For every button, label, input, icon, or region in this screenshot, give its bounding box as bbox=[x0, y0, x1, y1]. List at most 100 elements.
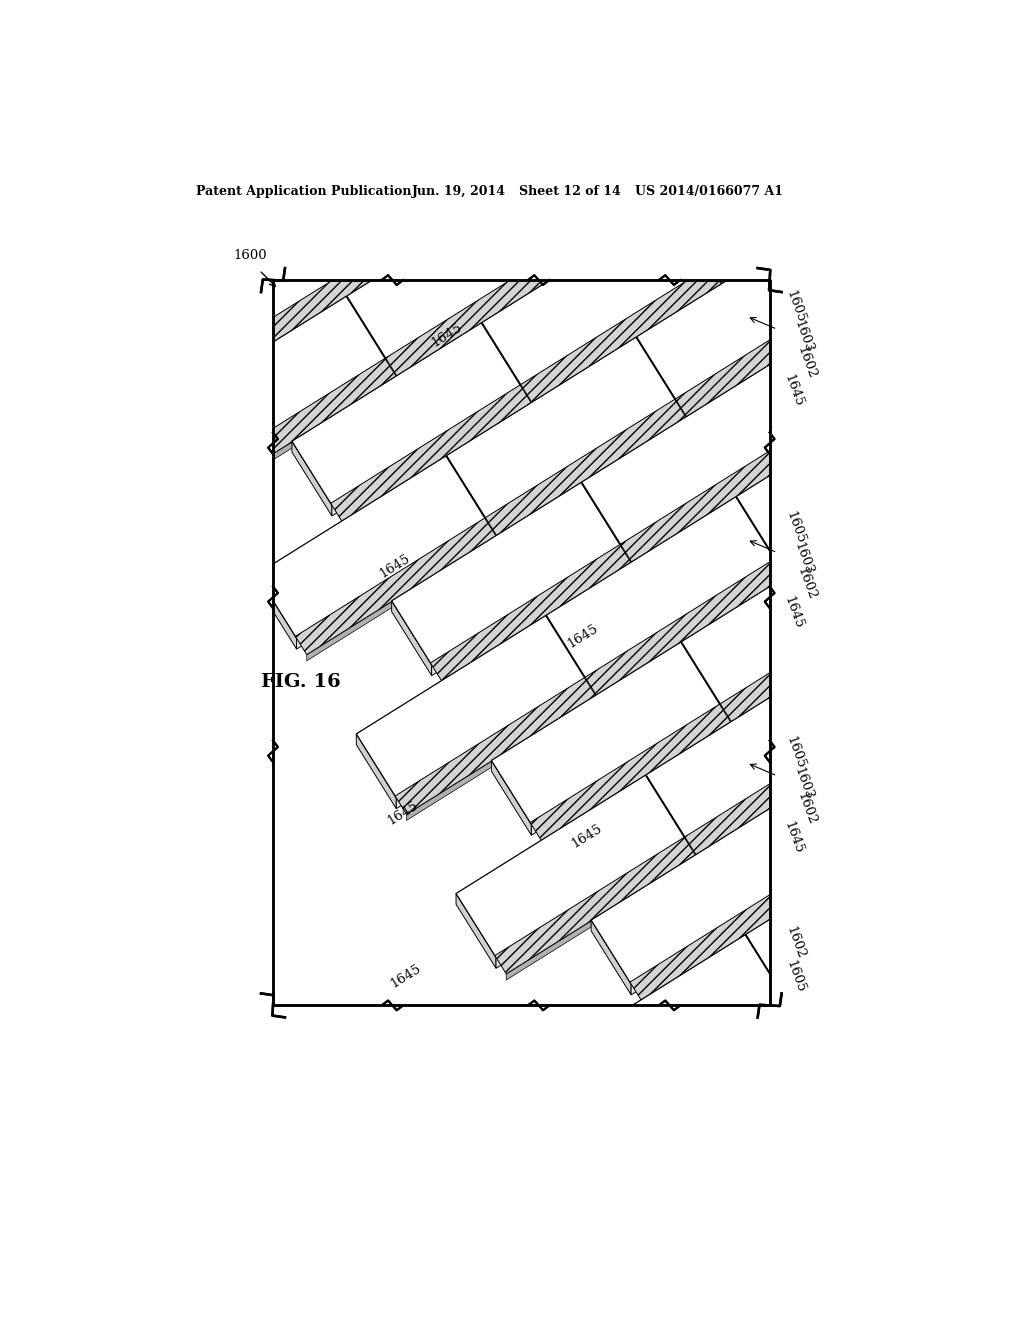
Polygon shape bbox=[641, 882, 830, 1007]
Polygon shape bbox=[197, 360, 386, 490]
Polygon shape bbox=[611, 0, 812, 124]
Polygon shape bbox=[382, 45, 611, 227]
Polygon shape bbox=[572, 0, 802, 108]
Polygon shape bbox=[936, 816, 976, 891]
Polygon shape bbox=[497, 417, 686, 543]
Polygon shape bbox=[531, 706, 721, 836]
Polygon shape bbox=[542, 722, 731, 847]
Polygon shape bbox=[193, 281, 232, 356]
Polygon shape bbox=[495, 837, 695, 974]
Polygon shape bbox=[356, 734, 396, 809]
Polygon shape bbox=[772, 246, 1001, 428]
Text: 1645: 1645 bbox=[565, 622, 601, 651]
Polygon shape bbox=[231, 226, 432, 362]
Polygon shape bbox=[621, 426, 821, 562]
Text: Patent Application Publication: Patent Application Publication bbox=[196, 185, 412, 198]
Polygon shape bbox=[630, 863, 830, 1001]
Text: 1605: 1605 bbox=[783, 288, 807, 325]
Text: 1600: 1600 bbox=[233, 249, 266, 263]
Polygon shape bbox=[831, 763, 1021, 888]
Text: FIG. 16: FIG. 16 bbox=[261, 673, 341, 690]
Polygon shape bbox=[456, 775, 685, 957]
Polygon shape bbox=[207, 376, 396, 502]
Polygon shape bbox=[672, 203, 712, 279]
Polygon shape bbox=[585, 558, 785, 696]
Polygon shape bbox=[731, 603, 921, 729]
Polygon shape bbox=[936, 697, 1024, 879]
Polygon shape bbox=[537, 177, 577, 252]
Polygon shape bbox=[912, 48, 1024, 172]
Polygon shape bbox=[1000, 189, 1024, 325]
Text: Jun. 19, 2014: Jun. 19, 2014 bbox=[412, 185, 506, 198]
Polygon shape bbox=[822, 326, 1012, 450]
Polygon shape bbox=[766, 3, 967, 139]
Polygon shape bbox=[971, 564, 1024, 747]
Polygon shape bbox=[910, 467, 1024, 603]
Polygon shape bbox=[821, 747, 1011, 876]
Polygon shape bbox=[812, 309, 1001, 438]
Polygon shape bbox=[637, 337, 677, 412]
Polygon shape bbox=[632, 444, 821, 569]
Polygon shape bbox=[582, 482, 622, 557]
Polygon shape bbox=[257, 455, 486, 639]
Polygon shape bbox=[532, 285, 722, 409]
Polygon shape bbox=[441, 562, 631, 688]
Polygon shape bbox=[677, 282, 866, 412]
Polygon shape bbox=[1017, 99, 1024, 174]
Polygon shape bbox=[711, 148, 911, 284]
Polygon shape bbox=[506, 855, 695, 979]
Polygon shape bbox=[396, 680, 586, 809]
Polygon shape bbox=[836, 656, 877, 731]
Polygon shape bbox=[556, 935, 785, 1117]
Polygon shape bbox=[331, 385, 531, 521]
Polygon shape bbox=[812, 0, 1001, 12]
Text: 1603: 1603 bbox=[792, 766, 815, 801]
Polygon shape bbox=[1011, 628, 1024, 758]
Polygon shape bbox=[342, 403, 531, 528]
Polygon shape bbox=[722, 166, 911, 290]
Polygon shape bbox=[292, 323, 521, 506]
Text: 1602: 1602 bbox=[795, 345, 818, 380]
Polygon shape bbox=[1001, 190, 1024, 319]
Polygon shape bbox=[927, 378, 967, 453]
Polygon shape bbox=[720, 586, 921, 722]
Polygon shape bbox=[781, 682, 1011, 866]
Text: 1645: 1645 bbox=[385, 799, 420, 828]
Polygon shape bbox=[736, 378, 966, 561]
Polygon shape bbox=[292, 441, 332, 516]
Polygon shape bbox=[685, 718, 886, 855]
Text: 1603: 1603 bbox=[792, 319, 815, 355]
Polygon shape bbox=[382, 162, 422, 238]
Polygon shape bbox=[777, 21, 967, 145]
Text: 1605: 1605 bbox=[783, 510, 807, 546]
Polygon shape bbox=[486, 401, 676, 531]
Polygon shape bbox=[157, 296, 386, 479]
Polygon shape bbox=[877, 602, 1024, 731]
Polygon shape bbox=[826, 100, 1024, 282]
Polygon shape bbox=[646, 656, 876, 838]
Polygon shape bbox=[485, 399, 686, 536]
Text: 1645: 1645 bbox=[388, 962, 424, 990]
Bar bbox=[273, 280, 770, 1006]
Polygon shape bbox=[686, 721, 876, 850]
Polygon shape bbox=[971, 682, 1011, 758]
Polygon shape bbox=[196, 359, 396, 495]
Polygon shape bbox=[736, 496, 776, 572]
Polygon shape bbox=[572, 44, 612, 119]
Polygon shape bbox=[482, 322, 522, 397]
Polygon shape bbox=[347, 178, 577, 360]
Polygon shape bbox=[421, 107, 622, 243]
Polygon shape bbox=[530, 704, 731, 841]
Polygon shape bbox=[956, 0, 1024, 15]
Polygon shape bbox=[687, 298, 877, 424]
Polygon shape bbox=[547, 615, 587, 690]
Polygon shape bbox=[397, 257, 587, 383]
Polygon shape bbox=[865, 162, 1024, 298]
Polygon shape bbox=[902, 30, 1024, 160]
Polygon shape bbox=[591, 920, 631, 995]
Polygon shape bbox=[874, 599, 1024, 737]
Polygon shape bbox=[681, 524, 910, 706]
Polygon shape bbox=[492, 642, 721, 825]
Text: 1602: 1602 bbox=[783, 924, 807, 960]
Polygon shape bbox=[721, 587, 910, 717]
